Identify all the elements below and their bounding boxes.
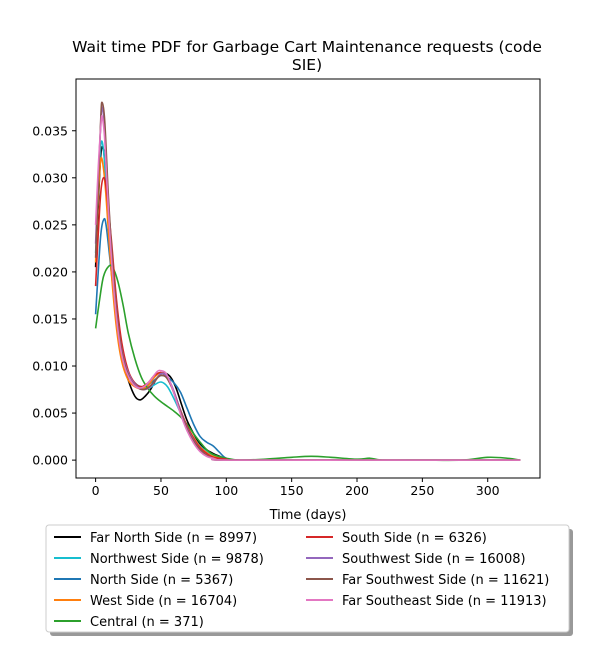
legend-label: Far Southwest Side (n = 11621)	[342, 573, 549, 588]
y-tick-label: 0.030	[32, 170, 68, 185]
plot-frame	[75, 78, 541, 479]
x-tick-label: 50	[153, 483, 169, 498]
series-line-6	[94, 176, 521, 461]
legend-label: Far North Side (n = 8997)	[90, 531, 257, 546]
chart-title-line2: SIE)	[292, 56, 322, 74]
series-line-7	[94, 106, 521, 462]
x-tick-label: 250	[410, 483, 434, 498]
y-tick-label: 0.025	[32, 217, 68, 232]
y-axis: 0.000 0.005 0.010 0.015 0.020 0.025 0.030 0.035	[32, 123, 76, 468]
series-line-8	[94, 101, 521, 462]
series-line-9	[94, 115, 521, 462]
legend-label: Central (n = 371)	[90, 615, 204, 630]
series-line-3	[94, 217, 521, 462]
legend-label: Southwest Side (n = 16008)	[342, 552, 526, 567]
x-tick-label: 100	[214, 483, 238, 498]
y-tick-label: 0.020	[32, 264, 68, 279]
series-line-4	[94, 156, 521, 461]
series-line-2	[94, 140, 521, 461]
x-axis-label: Time (days)	[269, 508, 347, 523]
x-tick-label: 150	[280, 483, 304, 498]
legend-label: South Side (n = 6326)	[342, 531, 487, 546]
x-tick-label: 200	[345, 483, 369, 498]
x-tick-label: 300	[476, 483, 500, 498]
y-tick-label: 0.000	[32, 453, 68, 468]
series-line-1	[94, 146, 521, 461]
legend-label: North Side (n = 5367)	[90, 573, 233, 588]
x-axis: 0 50 100 150 200 250 300	[92, 478, 500, 498]
legend-label: Far Southeast Side (n = 11913)	[342, 594, 547, 609]
y-tick-label: 0.005	[32, 406, 68, 421]
legend-label: West Side (n = 16704)	[90, 594, 237, 609]
chart-title-line1: Wait time PDF for Garbage Cart Maintenan…	[72, 38, 542, 56]
legend-items: Far North Side (n = 8997) Northwest Side …	[54, 531, 549, 630]
y-tick-label: 0.010	[32, 359, 68, 374]
x-tick-label: 0	[92, 483, 100, 498]
legend: Far North Side (n = 8997) Northwest Side …	[45, 524, 573, 636]
series-line-5	[94, 264, 521, 462]
y-tick-label: 0.015	[32, 311, 68, 326]
y-tick-label: 0.035	[32, 123, 68, 138]
series-layer	[94, 101, 521, 462]
legend-label: Northwest Side (n = 9878)	[90, 552, 264, 567]
